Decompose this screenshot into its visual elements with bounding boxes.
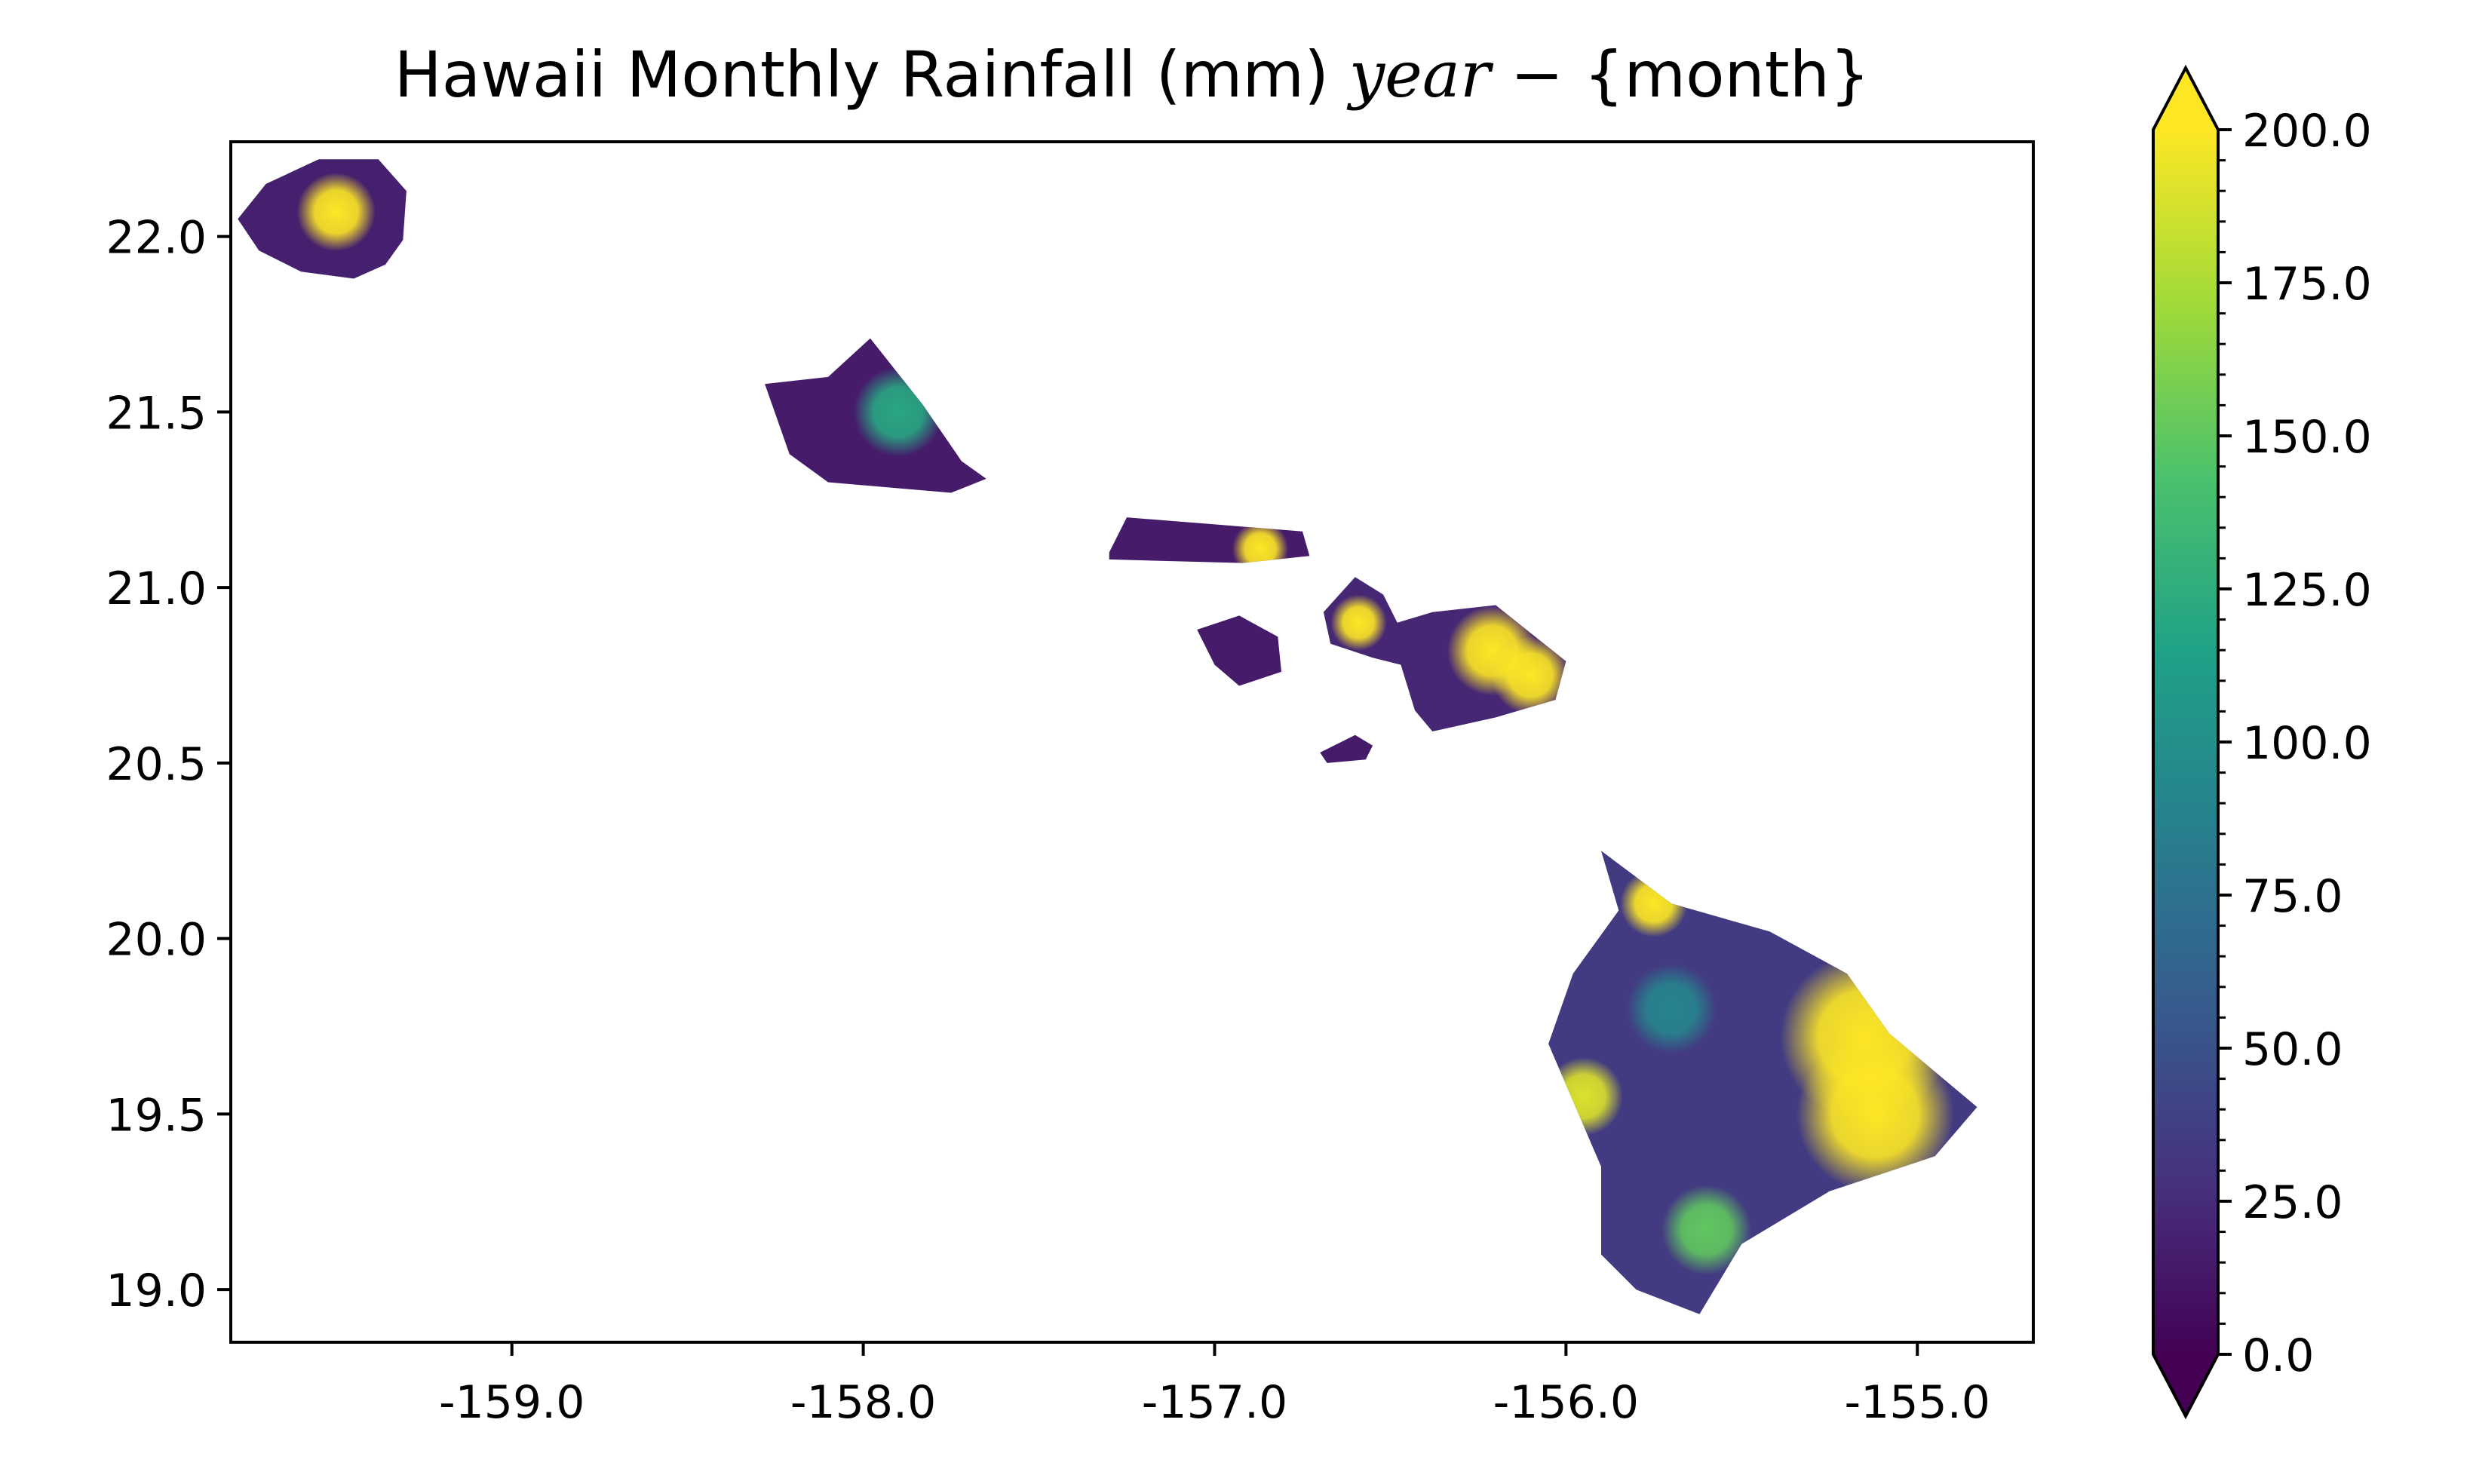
- x-tick-label: -157.0: [1142, 1376, 1287, 1429]
- colorbar-tick-label: 25.0: [2242, 1176, 2343, 1229]
- y-tick-label: 20.5: [106, 738, 207, 791]
- island-hawaii: [1548, 851, 1977, 1314]
- colorbar-extend-max: [2153, 68, 2218, 130]
- y-tick-label: 19.5: [106, 1089, 207, 1142]
- title-italic: year: [1348, 38, 1491, 112]
- rainfall-hotspot: [853, 366, 943, 458]
- colorbar-tick-label: 75.0: [2242, 870, 2343, 923]
- island-molokai: [1109, 517, 1310, 563]
- island-shape-kahoolawe: [1320, 734, 1373, 763]
- colorbar-extend-min: [2153, 1354, 2218, 1416]
- rainfall-hotspot: [1620, 869, 1688, 937]
- rainfall-hotspot: [1548, 1057, 1623, 1136]
- island-shape-hawaii: [1548, 851, 1977, 1314]
- island-kahoolawe: [1320, 734, 1373, 763]
- y-tick-label: 21.0: [106, 563, 207, 615]
- plot-frame: [229, 140, 2035, 1344]
- colorbar-tick-label: 175.0: [2242, 258, 2372, 311]
- rainfall-hotspot: [1491, 636, 1566, 715]
- colorbar-tick-label: 0.0: [2242, 1329, 2314, 1382]
- island-maui: [1323, 577, 1566, 731]
- y-tick-label: 19.0: [106, 1265, 207, 1317]
- colorbar-tick-label: 200.0: [2242, 105, 2372, 158]
- island-shape-lanai: [1197, 615, 1281, 686]
- rainfall-hotspot: [1796, 1035, 1954, 1193]
- colorbar-tick-label: 50.0: [2242, 1023, 2343, 1076]
- colorbar-tick-label: 100.0: [2242, 717, 2372, 770]
- x-tick-label: -155.0: [1845, 1376, 1990, 1429]
- x-tick-label: -158.0: [790, 1376, 936, 1429]
- title-suffix: − {month}: [1490, 38, 1870, 112]
- y-tick-label: 22.0: [106, 212, 207, 265]
- title-prefix: Hawaii Monthly Rainfall (mm): [394, 38, 1349, 112]
- x-tick-label: -159.0: [439, 1376, 584, 1429]
- colorbar-gradient: [2153, 130, 2218, 1354]
- island-oahu: [765, 338, 986, 493]
- x-tick-label: -156.0: [1493, 1376, 1639, 1429]
- y-tick-label: 21.5: [106, 387, 207, 440]
- colorbar-tick-label: 125.0: [2242, 564, 2372, 617]
- island-lanai: [1197, 615, 1281, 686]
- colorbar-tick-label: 150.0: [2242, 411, 2372, 464]
- rainfall-hotspot: [1626, 964, 1717, 1054]
- island-kauai: [238, 159, 407, 279]
- rainfall-hotspot: [1661, 1185, 1752, 1275]
- y-tick-label: 20.0: [106, 914, 207, 967]
- rainfall-hotspot: [1330, 594, 1387, 651]
- rainfall-hotspot: [296, 172, 376, 252]
- rainfall-hotspot: [1232, 520, 1289, 563]
- chart-title: Hawaii Monthly Rainfall (mm) year − {mon…: [231, 33, 2033, 116]
